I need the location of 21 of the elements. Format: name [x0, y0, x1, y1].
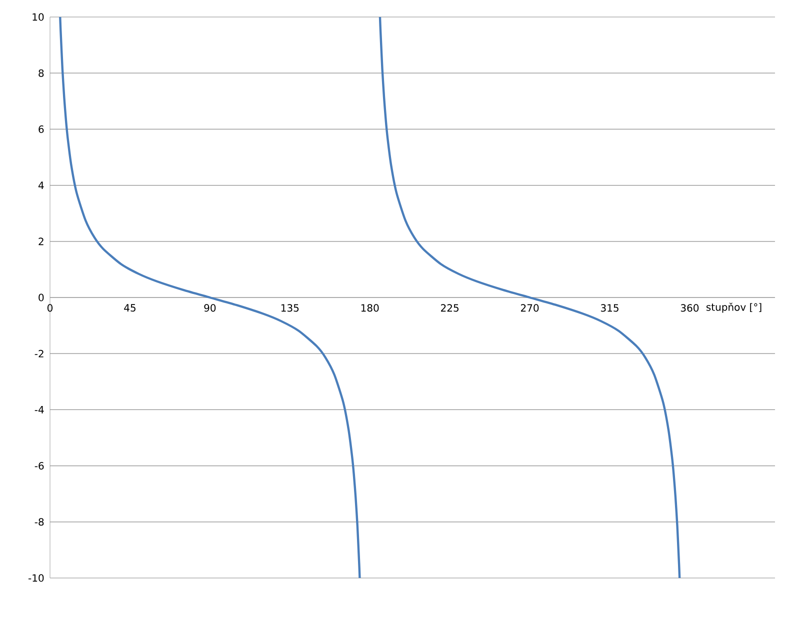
y-tick-label: 8 — [38, 69, 44, 77]
x-tick-label: 270 — [520, 304, 539, 312]
y-tick-label: 6 — [38, 125, 44, 133]
y-tick-label: -2 — [34, 350, 44, 358]
y-tick-label: -8 — [34, 518, 44, 526]
y-tick-label: 0 — [38, 294, 44, 302]
x-tick-label: 315 — [600, 304, 618, 312]
x-axis-title: stupňov [°] — [706, 302, 762, 313]
x-tick-label: 90 — [204, 304, 216, 312]
y-tick-label: 2 — [38, 238, 44, 246]
x-tick-label: 0 — [47, 304, 53, 312]
x-tick-label: 135 — [281, 304, 299, 312]
x-tick-label: 180 — [361, 304, 379, 312]
y-tick-label: -4 — [34, 406, 44, 414]
x-tick-label: 45 — [124, 304, 136, 312]
y-tick-label: -10 — [28, 574, 44, 582]
y-tick-label: -6 — [34, 462, 44, 470]
x-tick-label: 360 — [680, 304, 699, 312]
y-tick-label: 10 — [32, 13, 44, 21]
x-tick-label: 225 — [441, 304, 458, 312]
y-tick-label: 4 — [38, 182, 44, 189]
